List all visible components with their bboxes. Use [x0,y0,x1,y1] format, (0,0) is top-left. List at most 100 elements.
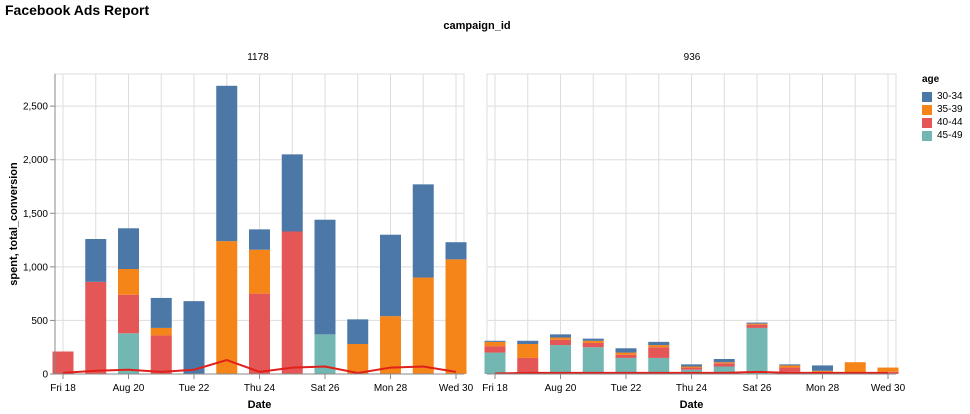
bar-segment-35-39 [550,337,571,340]
bar-segment-40-44 [779,367,801,372]
bar-segment-40-44 [615,354,637,358]
bar-segment-45-49 [681,369,702,374]
legend-swatch [922,104,932,115]
legend-item-45-49: 45-49 [922,129,963,142]
bar-segment-45-49 [314,334,336,374]
bar-segment-40-44 [281,231,303,374]
bar-segment-40-44 [550,339,571,346]
bar-segment-35-39 [484,341,506,347]
bar-segment-35-39 [118,269,139,295]
bar-segment-45-49 [746,327,768,374]
bar-segment-30-34 [249,229,270,250]
x-tick-label: Thu 24 [244,383,276,394]
bar-segment-30-34 [550,334,571,338]
bar-segment-30-34 [216,85,238,242]
bar-segment-35-39 [681,366,702,368]
bar-segment-30-34 [484,340,506,342]
bar-segment-45-49 [484,352,506,374]
bar-segment-30-34 [445,242,467,260]
bar-segment-40-44 [582,342,604,348]
x-tick-label: Aug 20 [113,383,145,394]
conversion-line [62,359,457,374]
legend-label: 30-34 [937,91,963,102]
bar-segment-35-39 [746,323,768,325]
bar-segment-30-34 [582,338,604,341]
bar-segment-30-34 [713,359,735,363]
legend-label: 45-49 [937,130,963,141]
bar-segment-30-34 [681,364,702,367]
bar-segment-35-39 [648,345,670,348]
bar-segment-30-34 [812,365,833,371]
bar-segment-30-34 [517,340,539,344]
bar-segment-40-44 [249,293,270,374]
x-axis-title: Date [248,399,272,411]
bar-segment-30-34 [412,184,434,278]
legend-swatch [922,130,932,141]
x-tick-label: Fri 18 [482,383,508,394]
x-tick-label: Sat 26 [743,383,772,394]
bar-segment-30-34 [648,341,670,346]
bar-segment-30-34 [183,301,205,374]
bar-segment-45-49 [118,333,139,374]
bar-segment-40-44 [118,294,139,334]
legend-label: 40-44 [937,117,963,128]
legend-item-40-44: 40-44 [922,116,963,129]
x-tick-label: Tue 22 [611,383,642,394]
bar-segment-40-44 [681,367,702,370]
bar-segment-35-39 [517,344,539,358]
x-tick-label: Aug 20 [545,383,577,394]
bar-segment-35-39 [615,352,637,355]
bar-segment-40-44 [150,335,172,374]
bar-segment-30-34 [779,364,801,366]
bar-segment-45-49 [550,345,571,374]
bar-segment-30-34 [615,348,637,353]
y-tick-label: 1,000 [23,262,48,273]
legend-swatch [922,117,932,128]
x-tick-label: Wed 30 [439,383,474,394]
x-tick-label: Mon 28 [806,383,840,394]
bar-segment-35-39 [249,249,270,294]
y-tick-label: 0 [42,370,48,381]
bar-segment-35-39 [713,362,735,364]
bar-segment-35-39 [779,365,801,368]
report-title: Facebook Ads Report [5,2,150,18]
legend-item-35-39: 35-39 [922,103,963,116]
bar-segment-45-49 [713,366,735,374]
bar-segment-30-34 [118,228,139,269]
y-tick-label: 500 [31,316,48,327]
bar-segment-35-39 [347,344,369,374]
bar-segment-30-34 [746,322,768,324]
bar-segment-40-44 [713,363,735,367]
bar-segment-40-44 [746,324,768,328]
bar-segment-45-49 [615,357,637,374]
bar-segment-40-44 [85,281,107,374]
legend-item-30-34: 30-34 [922,90,963,103]
bar-segment-30-34 [85,239,107,282]
bar-segment-40-44 [517,357,539,374]
panel-title-936: 936 [683,52,701,63]
y-tick-label: 1,500 [23,209,48,220]
bar-segment-35-39 [445,259,467,374]
y-axis-title: spent, total_conversion [8,162,20,286]
x-tick-label: Sat 26 [311,383,340,394]
x-tick-label: Mon 28 [374,383,408,394]
bar-segment-30-34 [380,234,401,317]
bar-segment-35-39 [412,277,434,374]
bar-segment-30-34 [314,219,336,335]
panel-title-1178: 1178 [247,52,269,63]
x-tick-label: Wed 30 [871,383,906,394]
bar-segment-45-49 [648,357,670,374]
bar-segment-35-39 [812,370,833,372]
bar-segment-45-49 [582,347,604,374]
y-tick-label: 2,000 [23,155,48,166]
legend-label: 35-39 [937,104,963,115]
x-tick-label: Tue 22 [179,383,210,394]
bar-segment-35-39 [380,316,401,374]
y-tick-label: 2,500 [23,102,48,113]
bar-segment-35-39 [844,362,866,374]
legend-swatch [922,91,932,102]
x-axis-title: Date [680,399,704,411]
bar-segment-35-39 [150,327,172,336]
legend: age 30-34 35-39 40-44 45-49 [922,74,963,142]
